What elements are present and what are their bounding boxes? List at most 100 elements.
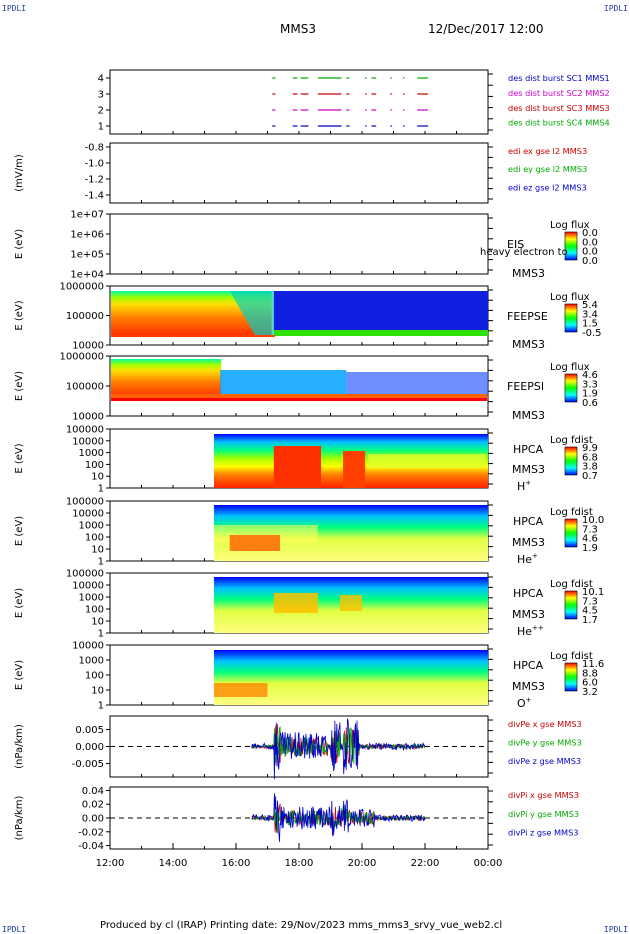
ytick-label-hpca-hepp: 10 [91, 617, 104, 628]
colorbar-hpca-he [564, 518, 578, 548]
ytick-label-hpca-hepp: 100000 [66, 569, 104, 580]
colorbar-feepsi [564, 373, 578, 403]
ytick-label-hpca-he: 100 [85, 533, 104, 544]
colorbar-tick-feepse: 5.4 [582, 300, 598, 311]
colorbar-tick-hpca-hepp: 4.5 [582, 606, 598, 617]
ytick-label-divpe: -0.005 [72, 759, 104, 770]
legend-burst-0: des dist burst SC1 MMS1 [508, 73, 610, 83]
colorbar-eis [564, 231, 578, 261]
colorbar-tick-hpca-o: 11.6 [582, 659, 604, 670]
xtick-label: 20:00 [348, 858, 377, 869]
legend-edi-2: edi ez gse l2 MMS3 [508, 182, 587, 192]
hpca-hepp-block [273, 593, 318, 613]
species-label-hpca-o: O+ [517, 696, 532, 710]
colorbar-tick-feepse: 3.4 [582, 309, 598, 320]
instrument-label-hpca-h: HPCA [513, 443, 544, 456]
legend-divpi-1: divPi y gse MMS3 [508, 809, 579, 819]
xtick-label: 18:00 [285, 858, 314, 869]
colorbar-tick-hpca-he: 10.0 [582, 515, 604, 526]
ylabel-divpe: (nPa/km) [14, 724, 25, 769]
feepse-transition [229, 291, 274, 335]
colorbar-tick-hpca-o: 3.2 [582, 687, 598, 698]
ytick-label-edi: -1.2 [84, 175, 104, 186]
panels-layer: 1 2 3 4 -0.8 -1.0 -1.2 -1.4 (mV/m) 1e+07 1e+06 1e+0… [14, 69, 610, 869]
ytick-label-hpca-hepp: 10000 [72, 581, 104, 592]
colorbar-title-hpca-h: Log fdist [550, 435, 593, 446]
colorbar-feepse [564, 303, 578, 333]
ytick-label-hpca-hepp: 1000 [79, 593, 104, 604]
colorbar-tick-feepsi: 0.6 [582, 398, 598, 409]
legend-burst-2: des dist burst SC3 MMS3 [508, 103, 610, 113]
ytick-label-hpca-o: 1 [98, 701, 104, 712]
ytick-label-divpi: -0.02 [78, 827, 104, 838]
ylabel-hpca-h: E (eV) [14, 443, 25, 473]
spacecraft-label-hpca-he: MMS3 [512, 536, 545, 549]
spacecraft-label-feepse: MMS3 [512, 338, 545, 351]
ytick-label-hpca-o: 10000 [72, 641, 104, 652]
ylabel-eis: E (eV) [14, 229, 25, 259]
ytick-label-feepsi: 10000 [72, 412, 104, 423]
ytick-label-edi: -1.0 [84, 159, 104, 170]
corner-label-tr: IPDLI [603, 4, 628, 13]
colorbar-tick-hpca-h: 0.7 [582, 471, 598, 482]
corner-label-br: IPDLI [603, 925, 628, 934]
colorbar-title-feepsi: Log flux [550, 362, 590, 373]
colorbar-tick-hpca-h: 3.8 [582, 462, 598, 473]
hpca-o-hot [213, 683, 268, 697]
ytick-label-feepsi: 1000000 [59, 352, 104, 363]
xtick-label: 12:00 [96, 858, 125, 869]
series-divpi-2 [251, 793, 426, 842]
ylabel-feepsi: E (eV) [14, 371, 25, 401]
colorbar-title-hpca-o: Log fdist [550, 651, 593, 662]
panel-frame-burst [109, 69, 489, 135]
ylabel-hpca-hepp: E (eV) [14, 588, 25, 618]
colorbar-title-eis: Log flux [550, 220, 590, 231]
ytick-label-eis: 1e+05 [70, 250, 104, 261]
colorbar-tick-hpca-hepp: 10.1 [582, 587, 604, 598]
ytick-label-burst: 4 [98, 74, 104, 85]
colorbar-tick-hpca-hepp: 7.3 [582, 596, 598, 607]
spacecraft-title: MMS3 [280, 22, 316, 36]
colorbar-tick-eis: 0.0 [582, 228, 598, 239]
legend-divpi-2: divPi z gse MMS3 [508, 828, 579, 838]
overlay-text-eis: heavy electron to [480, 247, 568, 258]
ytick-label-divpi: 0.00 [82, 814, 104, 825]
ytick-label-hpca-he: 10000 [72, 509, 104, 520]
colorbar-tick-hpca-o: 8.8 [582, 668, 598, 679]
datetime-title: 12/Dec/2017 12:00 [428, 22, 544, 36]
ytick-label-hpca-h: 100000 [66, 425, 104, 436]
ytick-label-burst: 1 [98, 122, 104, 133]
ytick-label-hpca-o: 1000 [79, 656, 104, 667]
spacecraft-label-hpca-hepp: MMS3 [512, 608, 545, 621]
colorbar-tick-hpca-o: 6.0 [582, 678, 598, 689]
ytick-label-hpca-he: 1 [98, 557, 104, 568]
xtick-label: 16:00 [222, 858, 251, 869]
species-label-hpca-h: H+ [517, 479, 531, 493]
ytick-label-hpca-h: 100 [85, 460, 104, 471]
colorbar-tick-feepsi: 3.3 [582, 379, 598, 390]
feepsi-warm-region [111, 359, 222, 397]
ytick-label-hpca-he: 1000 [79, 521, 104, 532]
xtick-label: 14:00 [159, 858, 188, 869]
spacecraft-label-eis: MMS3 [512, 267, 545, 280]
ytick-label-edi: -1.4 [84, 191, 104, 202]
feepsi-sparse-region [346, 372, 488, 396]
xtick-label: 00:00 [474, 858, 503, 869]
ytick-label-eis: 1e+04 [70, 270, 104, 281]
spacecraft-label-hpca-o: MMS3 [512, 680, 545, 693]
spacecraft-label-feepsi: MMS3 [512, 409, 545, 422]
legend-burst-1: des dist burst SC2 MMS2 [508, 88, 610, 98]
species-label-hpca-hepp: He++ [517, 624, 544, 638]
ytick-label-hpca-he: 100000 [66, 497, 104, 508]
colorbar-tick-hpca-he: 4.6 [582, 534, 598, 545]
species-label-hpca-he: He+ [517, 552, 538, 566]
ytick-label-divpe: 0.000 [75, 742, 104, 753]
colorbar-title-hpca-hepp: Log fdist [550, 579, 593, 590]
ytick-label-hpca-h: 10 [91, 472, 104, 483]
ytick-label-burst: 3 [98, 90, 104, 101]
ylabel-feepse: E (eV) [14, 300, 25, 330]
ylabel-hpca-he: E (eV) [14, 516, 25, 546]
ylabel-edi: (mV/m) [14, 154, 25, 192]
feepsi-base-band-2 [111, 398, 487, 401]
